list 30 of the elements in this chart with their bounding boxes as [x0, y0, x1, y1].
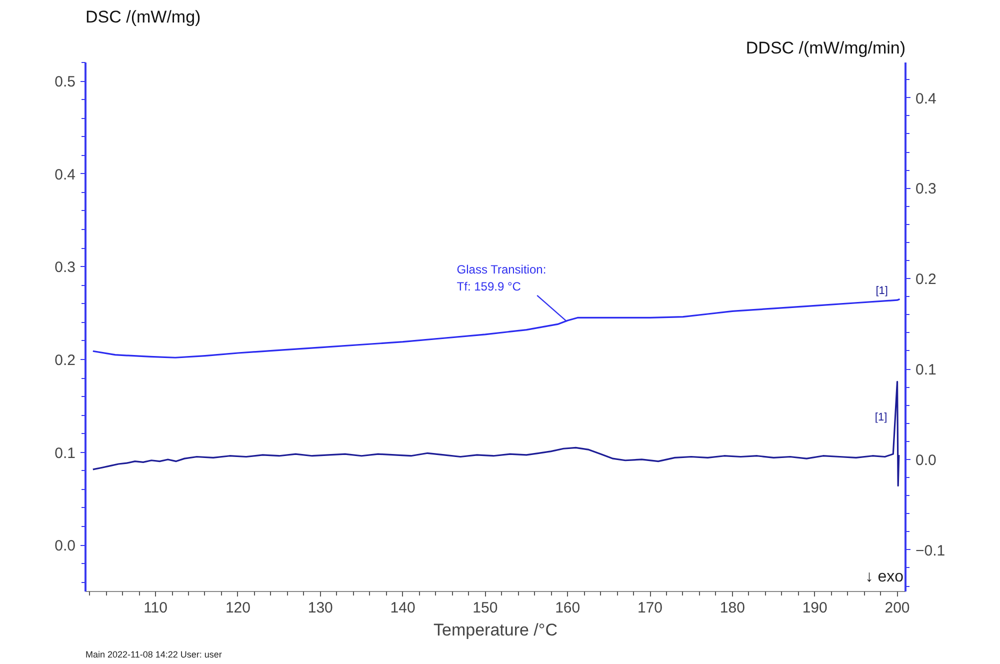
y-tick-label: 0.5: [54, 74, 76, 91]
y-axis-title: DSC /(mW/mg): [86, 8, 201, 26]
x-tick-label: 180: [720, 600, 745, 616]
y2-tick-label: 0.1: [916, 362, 936, 379]
y2-tick-label: 0.4: [916, 90, 936, 108]
y-tick-label: 0.1: [54, 444, 76, 462]
y-tick-label: 0.3: [54, 259, 76, 276]
x-tick-label: 150: [472, 600, 498, 616]
y-tick-label: 0.4: [54, 166, 76, 184]
text: Main 2022-11-08 14:22 User: user: [86, 650, 222, 660]
x-tick-label: 130: [308, 600, 333, 616]
x-tick-label: 120: [225, 600, 250, 616]
x-tick-label: 170: [638, 600, 663, 616]
y-tick-label: 0.0: [54, 538, 76, 555]
x-tick-label: 190: [802, 600, 828, 616]
x-axis-title: Temperature /°C: [434, 620, 558, 640]
y2-tick-label: 0.0: [916, 452, 936, 469]
y2-tick-label: 0.3: [916, 180, 936, 198]
annotation: Glass Transition: Tf: 159.9 °C: [456, 262, 546, 294]
y2-tick-label: −0.1: [916, 542, 946, 560]
x-tick-label: 110: [144, 600, 168, 616]
annotation: [1]: [876, 285, 888, 298]
y2-axis-title: DDSC /(mW/mg/min): [746, 38, 906, 58]
x-tick-label: 200: [884, 600, 910, 616]
y-tick-label: 0.2: [54, 352, 76, 369]
x-tick-label: 160: [555, 600, 580, 616]
y2-tick-label: 0.2: [916, 271, 936, 288]
x-tick-label: 140: [390, 600, 416, 616]
annotation: ↓ exo: [865, 568, 904, 586]
annotation: [1]: [874, 411, 888, 424]
